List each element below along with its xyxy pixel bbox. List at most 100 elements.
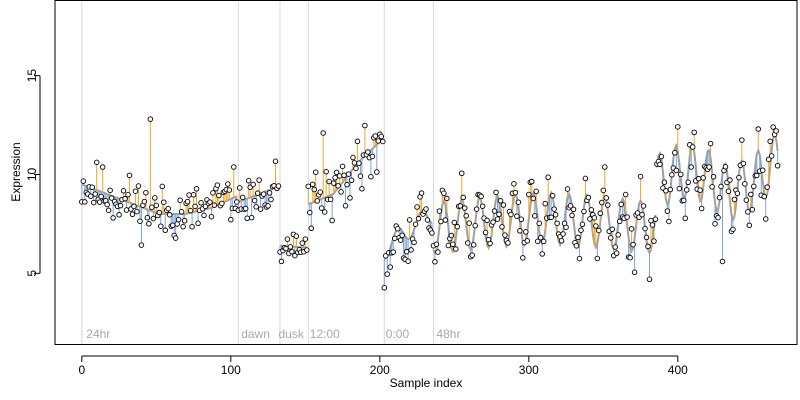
data-point bbox=[320, 130, 326, 136]
data-point bbox=[719, 258, 726, 265]
data-point bbox=[299, 240, 306, 246]
data-point bbox=[736, 174, 742, 181]
data-point bbox=[137, 218, 143, 224]
data-point bbox=[454, 223, 461, 230]
data-point bbox=[698, 205, 705, 212]
data-point bbox=[189, 223, 195, 230]
data-point bbox=[524, 238, 531, 244]
data-point bbox=[424, 217, 431, 223]
data-point bbox=[602, 164, 608, 170]
data-point bbox=[710, 174, 717, 180]
data-point bbox=[461, 205, 468, 211]
data-point bbox=[675, 124, 681, 130]
data-point bbox=[749, 206, 756, 213]
data-point bbox=[600, 187, 607, 194]
data-point bbox=[178, 209, 185, 215]
data-point bbox=[104, 201, 110, 208]
data-point bbox=[369, 153, 376, 160]
data-point bbox=[122, 195, 128, 202]
y-tick-label: 15 bbox=[25, 69, 39, 83]
data-point bbox=[284, 236, 291, 242]
data-point bbox=[304, 247, 310, 253]
data-point bbox=[558, 238, 565, 244]
data-point bbox=[341, 172, 347, 179]
data-point bbox=[460, 194, 466, 201]
data-point bbox=[624, 214, 630, 220]
annotation-label: 12:00 bbox=[310, 327, 340, 341]
data-point bbox=[93, 159, 100, 166]
data-point bbox=[663, 188, 669, 194]
data-point bbox=[682, 215, 689, 222]
data-point bbox=[117, 202, 124, 209]
data-point bbox=[451, 219, 458, 226]
data-point bbox=[442, 217, 449, 223]
data-point bbox=[613, 250, 620, 256]
data-point bbox=[740, 160, 747, 167]
data-point bbox=[184, 198, 191, 205]
data-point bbox=[144, 214, 151, 221]
data-point bbox=[514, 213, 520, 219]
data-point bbox=[563, 224, 569, 231]
data-point bbox=[327, 196, 334, 203]
data-point bbox=[138, 242, 145, 248]
x-tick-label: 400 bbox=[668, 363, 688, 377]
data-point bbox=[567, 203, 574, 209]
data-point bbox=[308, 225, 315, 232]
data-point bbox=[359, 186, 365, 192]
data-point bbox=[554, 220, 560, 227]
data-point bbox=[335, 183, 341, 189]
data-point bbox=[755, 126, 762, 132]
data-point bbox=[390, 249, 396, 255]
data-point bbox=[283, 245, 289, 252]
annotation-label: dawn bbox=[241, 327, 270, 341]
data-point bbox=[774, 162, 781, 169]
data-point bbox=[700, 175, 706, 181]
data-point bbox=[372, 133, 379, 139]
data-point bbox=[706, 164, 712, 170]
data-point bbox=[438, 218, 444, 225]
data-point bbox=[181, 218, 188, 224]
data-point bbox=[469, 252, 475, 258]
data-point bbox=[742, 181, 748, 187]
data-point bbox=[253, 204, 259, 210]
data-point bbox=[96, 199, 103, 205]
data-point bbox=[575, 234, 581, 241]
data-point bbox=[450, 241, 456, 247]
data-point bbox=[745, 209, 751, 215]
data-point bbox=[578, 227, 584, 233]
data-point bbox=[464, 240, 471, 246]
data-point bbox=[98, 193, 104, 200]
data-point bbox=[609, 226, 615, 233]
data-point bbox=[131, 203, 137, 210]
data-point bbox=[210, 190, 216, 196]
data-point bbox=[746, 222, 753, 229]
data-point bbox=[552, 211, 559, 218]
data-point bbox=[228, 216, 234, 223]
data-point bbox=[123, 207, 130, 213]
data-point bbox=[108, 195, 115, 201]
data-point bbox=[190, 192, 197, 198]
x-tick-label: 300 bbox=[519, 363, 539, 377]
data-point bbox=[177, 197, 183, 203]
data-point bbox=[201, 212, 207, 219]
data-point bbox=[150, 215, 157, 222]
data-point bbox=[394, 226, 401, 232]
data-point bbox=[342, 203, 349, 209]
data-point bbox=[208, 213, 215, 220]
data-point bbox=[265, 203, 271, 209]
data-point bbox=[193, 186, 200, 192]
data-point bbox=[520, 255, 526, 261]
data-point bbox=[502, 232, 508, 238]
data-point bbox=[345, 171, 352, 177]
data-point bbox=[448, 232, 455, 239]
data-point bbox=[175, 216, 182, 223]
data-point bbox=[482, 229, 489, 236]
data-point bbox=[725, 188, 732, 195]
data-point bbox=[545, 174, 551, 181]
data-point bbox=[581, 208, 587, 215]
data-point bbox=[268, 196, 274, 203]
data-point bbox=[646, 276, 653, 283]
data-point bbox=[743, 197, 750, 203]
data-point bbox=[120, 188, 127, 194]
data-point bbox=[616, 218, 623, 225]
